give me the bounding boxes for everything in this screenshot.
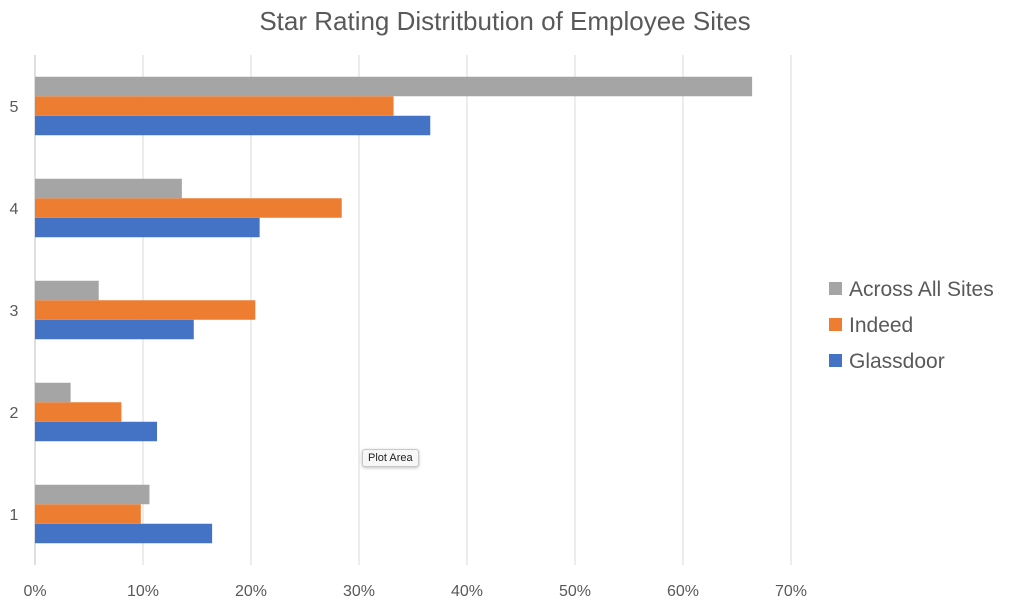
- bar: [35, 115, 431, 136]
- legend-swatch: [829, 354, 842, 367]
- x-tick-label: 40%: [451, 583, 483, 600]
- bar: [35, 484, 150, 505]
- bar: [35, 300, 256, 320]
- legend-swatch: [829, 282, 842, 295]
- x-tick-label: 50%: [559, 583, 591, 600]
- x-tick-label: 60%: [667, 583, 699, 600]
- x-tick-label: 70%: [775, 583, 807, 600]
- bar: [35, 402, 122, 422]
- bar: [35, 523, 213, 544]
- x-tick-label: 30%: [343, 583, 375, 600]
- bar: [35, 319, 194, 340]
- bar: [35, 217, 260, 238]
- x-tick-label: 0%: [23, 583, 46, 600]
- y-tick-label: 1: [10, 507, 19, 524]
- y-tick-label: 3: [10, 303, 19, 320]
- legend-swatch: [829, 318, 842, 331]
- x-tick-label: 10%: [127, 583, 159, 600]
- legend-label: Indeed: [849, 314, 913, 337]
- plot-area-tooltip: Plot Area: [362, 449, 419, 467]
- y-tick-label: 2: [10, 405, 19, 422]
- bar: [35, 382, 71, 403]
- bar: [35, 280, 99, 301]
- bar: [35, 178, 182, 199]
- bar: [35, 421, 158, 442]
- bar: [35, 96, 394, 116]
- legend-label: Glassdoor: [849, 350, 945, 373]
- x-tick-label: 20%: [235, 583, 267, 600]
- chart-title: Star Rating Distritbution of Employee Si…: [259, 6, 751, 36]
- y-tick-label: 4: [10, 201, 19, 218]
- bar: [35, 76, 753, 97]
- legend-label: Across All Sites: [849, 278, 994, 301]
- bar: [35, 504, 141, 524]
- bar: [35, 198, 342, 218]
- y-tick-label: 5: [10, 99, 19, 116]
